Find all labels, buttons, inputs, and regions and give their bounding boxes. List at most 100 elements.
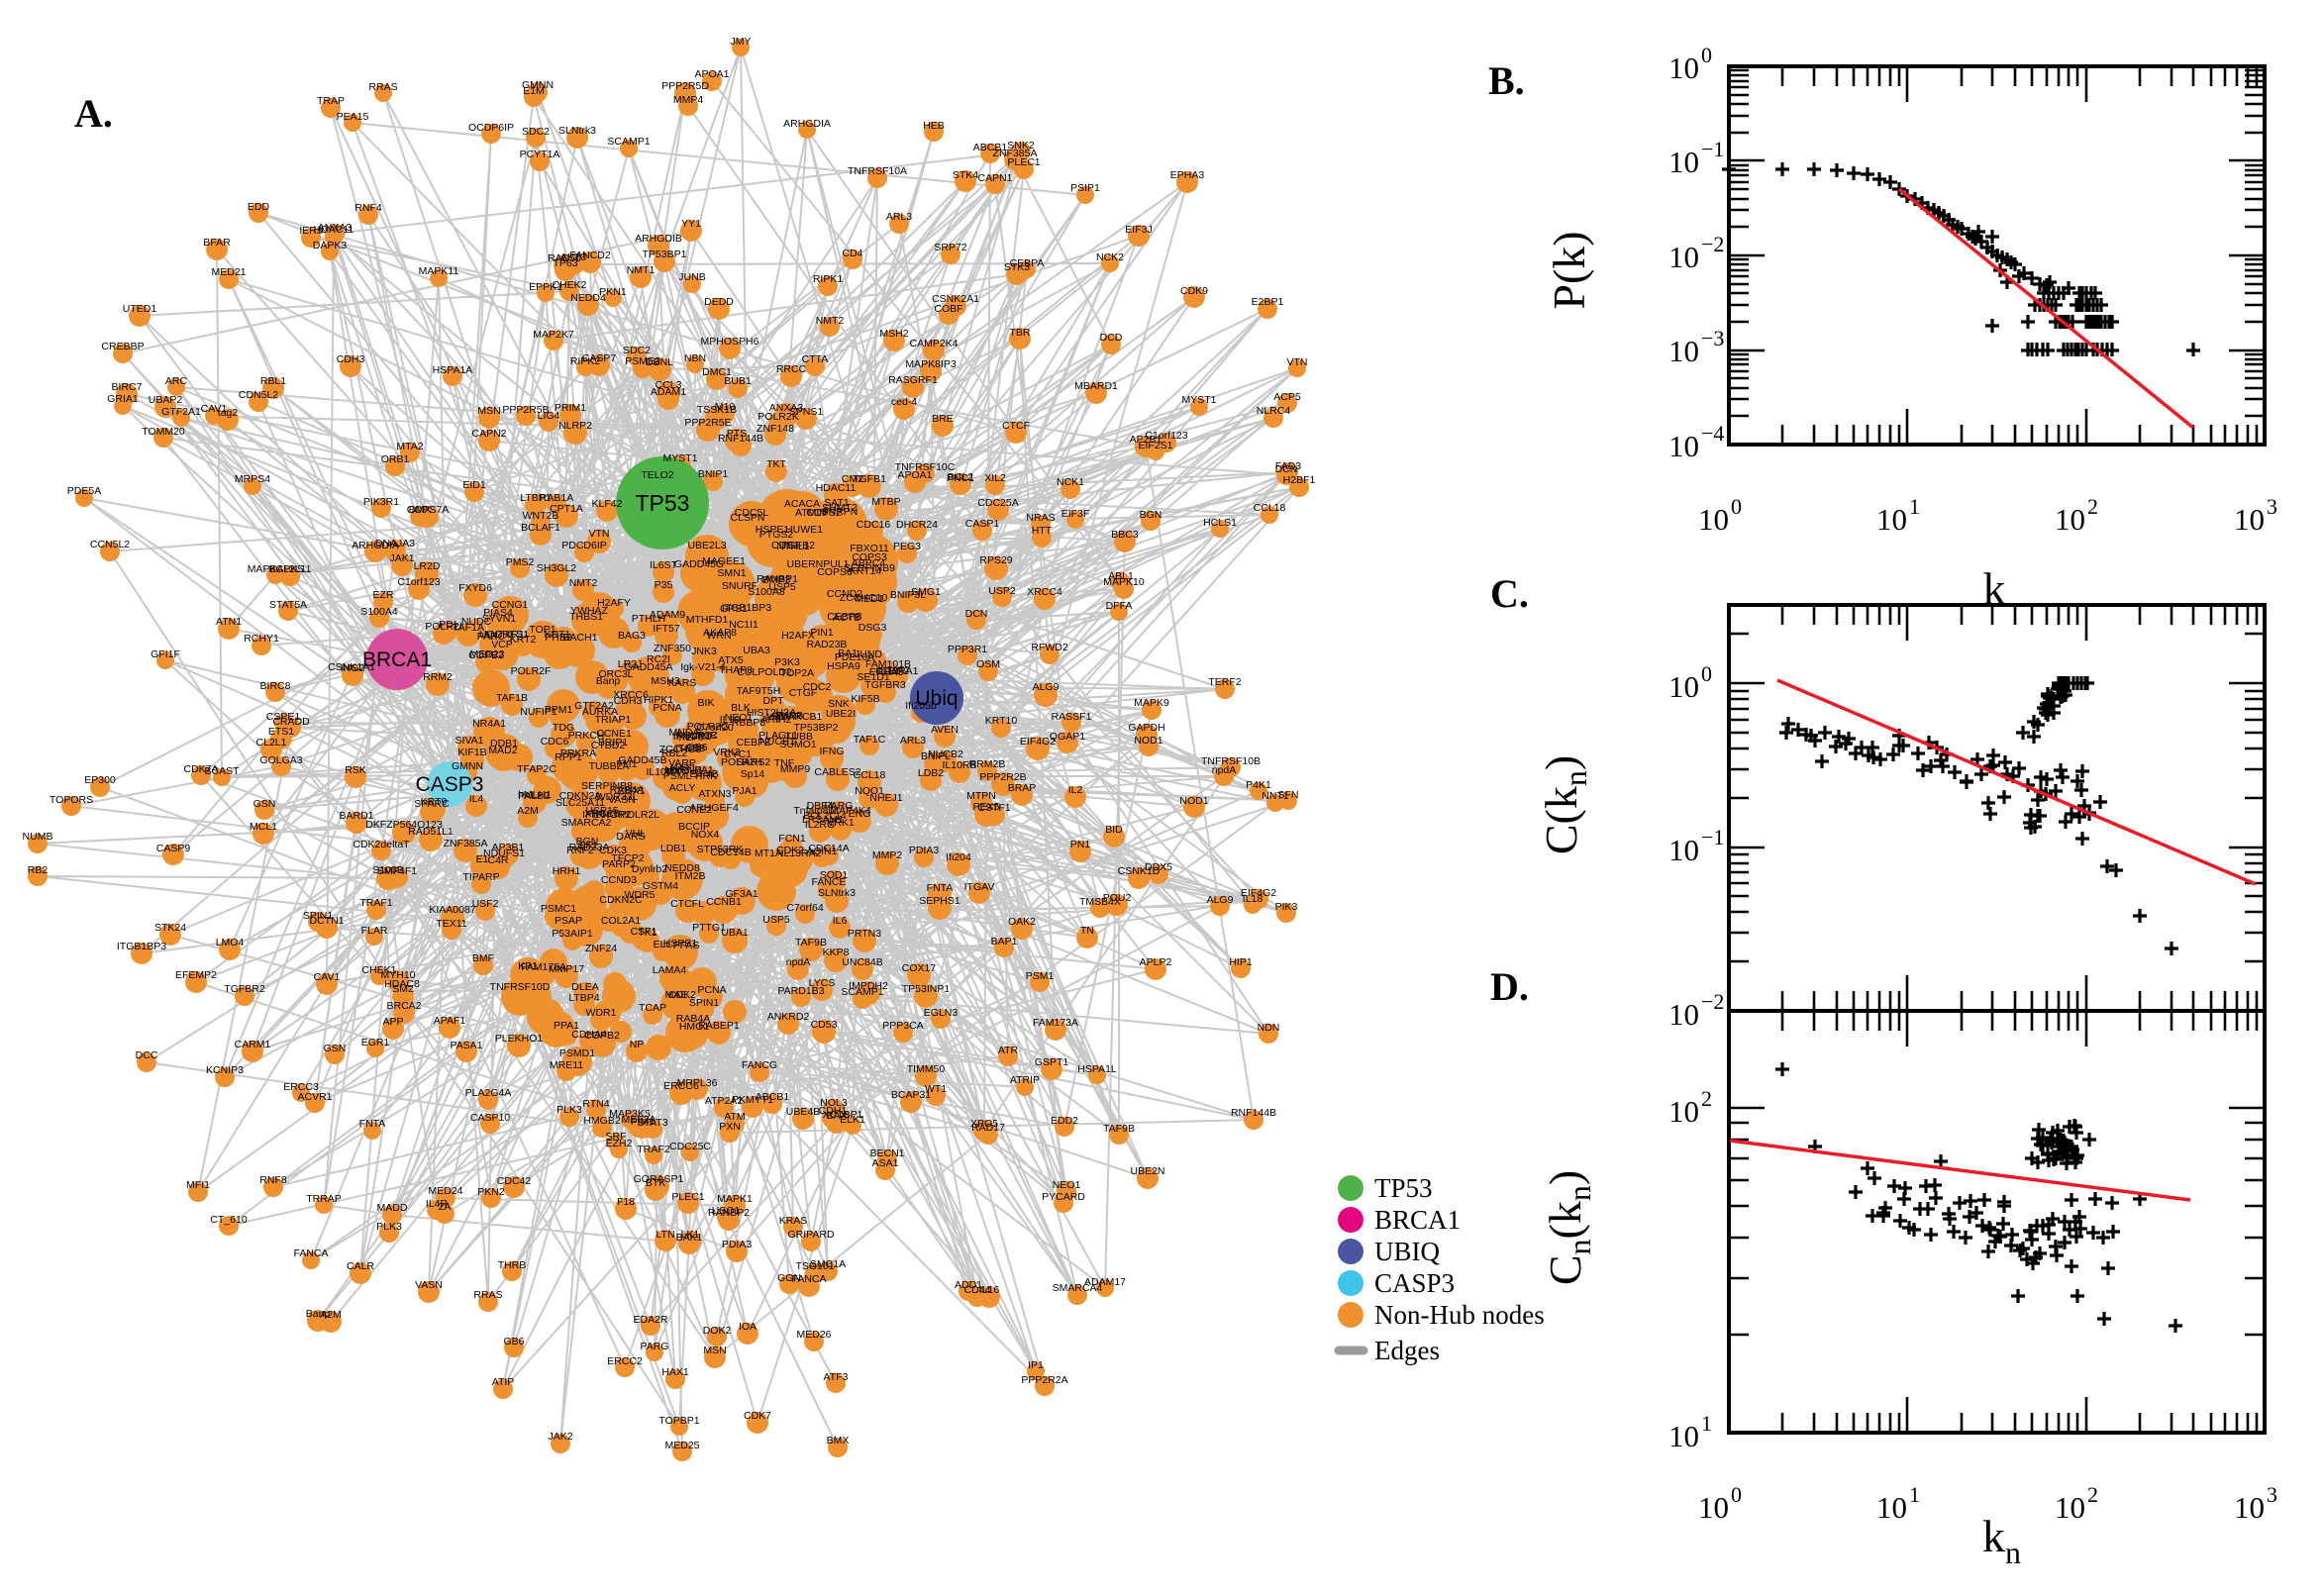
- svg-text:CDH3: CDH3: [337, 353, 365, 365]
- svg-text:S100B: S100B: [372, 864, 404, 876]
- svg-text:BGN: BGN: [1140, 509, 1162, 521]
- svg-text:BIRC8: BIRC8: [260, 680, 291, 692]
- svg-text:BTK: BTK: [646, 1177, 665, 1189]
- svg-text:ITM2B: ITM2B: [675, 870, 706, 882]
- svg-text:F18: F18: [617, 1196, 635, 1208]
- svg-text:TAF1B: TAF1B: [496, 692, 528, 704]
- svg-text:BFAR: BFAR: [203, 237, 231, 249]
- svg-text:STK3: STK3: [1004, 261, 1030, 273]
- svg-text:UBERNPUL1: UBERNPUL1: [786, 558, 849, 570]
- svg-text:MAPKAPK5: MAPKAPK5: [248, 563, 304, 575]
- svg-text:npdA: npdA: [786, 956, 811, 968]
- svg-text:SPIN1: SPIN1: [689, 997, 720, 1009]
- svg-text:PCYT1A: PCYT1A: [520, 149, 560, 160]
- svg-text:UBE2I: UBE2I: [826, 708, 856, 720]
- svg-text:CCNE2: CCNE2: [676, 804, 712, 816]
- svg-text:YY1: YY1: [681, 218, 701, 230]
- svg-text:CDKN2C: CDKN2C: [599, 894, 643, 906]
- svg-text:GGN: GGN: [777, 1272, 801, 1284]
- svg-text:NEO1: NEO1: [1053, 1179, 1081, 1191]
- svg-text:AVEN: AVEN: [931, 724, 959, 736]
- svg-text:2: 2: [1701, 1086, 1712, 1111]
- svg-text:DCD: DCD: [1100, 332, 1123, 344]
- svg-text:1: 1: [1909, 494, 1920, 519]
- svg-text:XPO5: XPO5: [970, 1118, 998, 1130]
- svg-text:TNFRSF10C: TNFRSF10C: [895, 461, 956, 473]
- svg-text:THBS1: THBS1: [569, 611, 603, 623]
- svg-text:CTGF: CTGF: [789, 687, 818, 699]
- svg-text:USP5: USP5: [768, 581, 796, 593]
- svg-text:MTPN: MTPN: [966, 790, 996, 802]
- svg-text:KRT1: KRT1: [545, 629, 571, 641]
- svg-text:TOPORS: TOPORS: [50, 794, 93, 806]
- svg-text:COPB2: COPB2: [584, 1030, 620, 1042]
- svg-text:10: 10: [1668, 1094, 1699, 1129]
- svg-text:CLSPN: CLSPN: [730, 512, 764, 524]
- svg-text:BID: BID: [1105, 824, 1123, 836]
- svg-text:Ifi205b: Ifi205b: [905, 700, 937, 712]
- svg-text:MTHFD1: MTHFD1: [686, 614, 729, 626]
- svg-text:ZNF385A: ZNF385A: [993, 148, 1038, 159]
- svg-text:ALG9: ALG9: [1033, 681, 1060, 693]
- svg-text:KRT10: KRT10: [985, 715, 1018, 727]
- svg-text:SERPINB9: SERPINB9: [844, 562, 895, 574]
- svg-text:STK24: STK24: [154, 922, 186, 934]
- svg-text:SMN1: SMN1: [717, 567, 746, 579]
- svg-text:RBBP8: RBBP8: [732, 717, 766, 729]
- svg-text:RNF144B: RNF144B: [718, 433, 763, 445]
- svg-text:RNF144B: RNF144B: [1231, 1107, 1276, 1119]
- svg-text:TNFRSF10A: TNFRSF10A: [848, 165, 907, 177]
- svg-text:TAF1C: TAF1C: [854, 734, 886, 746]
- svg-text:MSH2: MSH2: [879, 328, 908, 340]
- svg-text:ERCC2: ERCC2: [607, 1355, 643, 1367]
- svg-text:HSPE1: HSPE1: [756, 524, 790, 536]
- svg-text:SHMT2: SHMT2: [822, 502, 858, 514]
- svg-text:BCAP31: BCAP31: [891, 1089, 931, 1101]
- svg-text:MED25: MED25: [664, 1440, 699, 1451]
- svg-text:PMS2: PMS2: [506, 556, 535, 568]
- svg-text:IL4: IL4: [469, 793, 484, 805]
- svg-text:TP53: TP53: [636, 490, 690, 516]
- svg-text:SMARCB1: SMARCB1: [772, 711, 823, 723]
- svg-text:CCL18: CCL18: [854, 769, 886, 781]
- svg-text:KLF42: KLF42: [592, 498, 623, 510]
- svg-text:CDK2: CDK2: [668, 989, 696, 1001]
- svg-text:NNT1: NNT1: [1262, 790, 1289, 802]
- svg-text:GPS1: GPS1: [720, 603, 748, 615]
- svg-text:GAPDH: GAPDH: [1128, 722, 1164, 734]
- svg-text:HIST2H3A: HIST2H3A: [747, 707, 796, 719]
- svg-text:PLA2G4A: PLA2G4A: [465, 1087, 512, 1099]
- svg-text:NMT2: NMT2: [816, 315, 845, 327]
- svg-text:MT1A: MT1A: [755, 848, 782, 859]
- svg-text:IL6: IL6: [833, 915, 848, 927]
- svg-text:E2BP1: E2BP1: [1252, 296, 1284, 308]
- svg-text:COPS7A: COPS7A: [407, 504, 450, 516]
- svg-text:VRK2: VRK2: [713, 747, 741, 758]
- svg-text:KIAA0087: KIAA0087: [429, 904, 475, 916]
- svg-text:NOD1: NOD1: [1134, 735, 1162, 747]
- svg-text:THAP8: THAP8: [719, 664, 753, 676]
- svg-text:BBC3: BBC3: [1111, 529, 1139, 541]
- svg-text:TOPBP1: TOPBP1: [658, 1415, 699, 1427]
- svg-text:GB6: GB6: [503, 1336, 524, 1347]
- svg-text:IL6R: IL6R: [695, 730, 718, 742]
- svg-text:10: 10: [1698, 1490, 1729, 1525]
- svg-text:TFCP2: TFCP2: [611, 852, 644, 864]
- svg-text:ERCC6: ERCC6: [663, 1080, 699, 1092]
- svg-text:P(k): P(k): [1544, 231, 1594, 309]
- svg-text:PSME3: PSME3: [625, 355, 660, 367]
- svg-text:CDC5L: CDC5L: [735, 507, 769, 519]
- svg-text:UTED1: UTED1: [123, 303, 157, 315]
- svg-text:ADAM1: ADAM1: [651, 386, 686, 398]
- svg-text:TDG: TDG: [553, 722, 574, 734]
- svg-text:PDE10A: PDE10A: [835, 651, 874, 663]
- svg-text:0: 0: [1701, 43, 1712, 67]
- svg-text:ACTB: ACTB: [833, 612, 860, 624]
- svg-text:CDC25C: CDC25C: [669, 1141, 711, 1152]
- svg-text:PIM1: PIM1: [631, 1116, 656, 1128]
- svg-text:USP15: USP15: [585, 805, 618, 817]
- svg-text:TAF9B: TAF9B: [1103, 1123, 1135, 1135]
- svg-text:EPPK1: EPPK1: [529, 281, 562, 293]
- svg-text:RRM2B: RRM2B: [969, 758, 1006, 770]
- svg-text:LTBP1: LTBP1: [520, 492, 551, 504]
